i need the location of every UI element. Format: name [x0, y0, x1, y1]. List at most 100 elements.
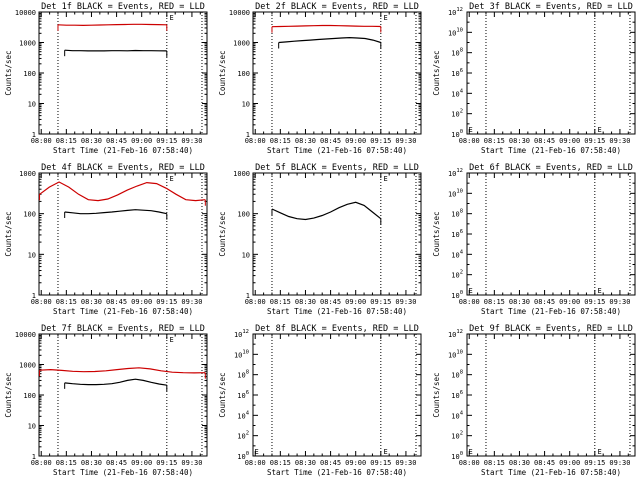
y-tick-label: 104: [451, 410, 463, 420]
y-tick-label: 1000: [233, 170, 250, 178]
x-tick-label: 08:00: [245, 459, 266, 467]
y-tick-label: 100: [237, 451, 249, 461]
y-axis-label: Counts/sec: [4, 372, 13, 417]
error-marker: E: [169, 336, 173, 344]
x-tick-label: 08:45: [320, 298, 341, 306]
y-tick-label: 1010: [448, 349, 463, 359]
y-axis-label: Counts/sec: [432, 372, 441, 417]
x-tick-label: 09:15: [584, 459, 605, 467]
x-tick-label: 09:30: [609, 459, 630, 467]
y-axis-label: Counts/sec: [218, 50, 227, 95]
series-line: [57, 23, 167, 27]
x-tick-label: 08:45: [106, 137, 127, 145]
error-marker: E: [597, 448, 601, 456]
panel-title: Det 3f BLACK = Events, RED = LLD: [469, 2, 633, 12]
panel-title: Det 8f BLACK = Events, RED = LLD: [255, 324, 419, 334]
panel-title: Det 5f BLACK = Events, RED = LLD: [255, 163, 419, 173]
x-tick-label: 08:30: [509, 459, 530, 467]
panel-title: Det 4f BLACK = Events, RED = LLD: [41, 163, 205, 173]
x-axis-label: Start Time (21-Feb-16 07:58:40): [267, 307, 407, 316]
error-marker: E: [469, 448, 473, 456]
x-tick-label: 08:15: [56, 459, 77, 467]
y-tick-label: 10000: [229, 9, 250, 17]
error-marker: E: [383, 175, 387, 183]
x-tick-label: 09:15: [370, 459, 391, 467]
x-axis-label: Start Time (21-Feb-16 07:58:40): [267, 146, 407, 155]
panel-title: Det 1f BLACK = Events, RED = LLD: [41, 2, 205, 12]
x-tick-label: 08:45: [534, 137, 555, 145]
y-axis-label: Counts/sec: [218, 211, 227, 256]
error-marker: E: [169, 14, 173, 22]
x-tick-label: 08:45: [106, 459, 127, 467]
x-tick-label: 08:00: [31, 298, 52, 306]
x-tick-label: 09:00: [345, 298, 366, 306]
y-tick-label: 106: [237, 390, 249, 400]
y-axis-label: Counts/sec: [4, 211, 13, 256]
x-tick-label: 08:15: [484, 137, 505, 145]
y-tick-label: 1: [246, 292, 250, 300]
y-tick-label: 100: [237, 211, 250, 219]
y-tick-label: 102: [451, 431, 463, 441]
x-tick-label: 08:30: [509, 298, 530, 306]
x-tick-label: 08:00: [459, 137, 480, 145]
chart-panel-9: Det 9f BLACK = Events, RED = LLD Start Ti…: [432, 324, 636, 477]
y-tick-label: 1000: [19, 170, 36, 178]
x-tick-label: 08:00: [31, 137, 52, 145]
y-tick-label: 1: [32, 292, 36, 300]
y-tick-label: 10: [28, 423, 36, 431]
plot-frame: [38, 172, 208, 296]
error-marker: E: [383, 14, 387, 22]
y-tick-label: 100: [451, 451, 463, 461]
x-tick-label: 09:00: [131, 137, 152, 145]
x-tick-label: 08:15: [270, 137, 291, 145]
x-tick-label: 09:30: [395, 298, 416, 306]
x-tick-label: 09:30: [181, 137, 202, 145]
x-tick-label: 08:30: [509, 137, 530, 145]
error-marker: E: [469, 287, 473, 295]
chart-panel-5: Det 5f BLACK = Events, RED = LLD Start Ti…: [218, 163, 422, 316]
y-tick-label: 1: [32, 131, 36, 139]
chart-panel-6: Det 6f BLACK = Events, RED = LLD Start Ti…: [432, 163, 636, 316]
x-tick-label: 08:45: [320, 459, 341, 467]
y-tick-label: 102: [451, 109, 463, 119]
y-tick-label: 100: [451, 129, 463, 139]
y-tick-label: 106: [451, 229, 463, 239]
chart-panel-7: Det 7f BLACK = Events, RED = LLD Start Ti…: [4, 324, 208, 477]
x-axis-label: Start Time (21-Feb-16 07:58:40): [481, 146, 621, 155]
x-tick-label: 08:30: [81, 459, 102, 467]
x-axis-label: Start Time (21-Feb-16 07:58:40): [481, 307, 621, 316]
x-tick-label: 09:15: [156, 459, 177, 467]
y-axis-label: Counts/sec: [432, 50, 441, 95]
y-tick-label: 1: [246, 131, 250, 139]
y-tick-label: 106: [451, 390, 463, 400]
error-marker: E: [597, 126, 601, 134]
x-tick-label: 08:15: [56, 137, 77, 145]
chart-panel-4: Det 4f BLACK = Events, RED = LLD Start Ti…: [4, 163, 208, 316]
x-tick-label: 09:30: [395, 459, 416, 467]
y-tick-label: 104: [237, 410, 249, 420]
x-axis-label: Start Time (21-Feb-16 07:58:40): [267, 468, 407, 477]
y-tick-label: 108: [237, 370, 249, 380]
y-tick-label: 100: [237, 70, 250, 78]
panel-title: Det 7f BLACK = Events, RED = LLD: [41, 324, 205, 334]
x-tick-label: 08:00: [31, 459, 52, 467]
x-tick-label: 09:00: [559, 298, 580, 306]
y-tick-label: 10: [28, 101, 36, 109]
x-tick-label: 08:15: [484, 459, 505, 467]
y-tick-label: 1: [32, 453, 36, 461]
x-tick-label: 08:45: [534, 298, 555, 306]
y-tick-label: 100: [23, 70, 36, 78]
y-tick-label: 10: [28, 251, 36, 259]
chart-panel-8: Det 8f BLACK = Events, RED = LLD Start Ti…: [218, 324, 422, 477]
y-axis-label: Counts/sec: [218, 372, 227, 417]
y-tick-label: 1010: [448, 27, 463, 37]
x-axis-label: Start Time (21-Feb-16 07:58:40): [53, 307, 193, 316]
x-tick-label: 09:15: [370, 137, 391, 145]
x-tick-label: 08:30: [81, 298, 102, 306]
x-tick-label: 09:00: [345, 137, 366, 145]
y-tick-label: 1010: [234, 349, 249, 359]
series-line: [271, 24, 381, 28]
x-tick-label: 08:15: [56, 298, 77, 306]
x-tick-label: 09:00: [559, 137, 580, 145]
